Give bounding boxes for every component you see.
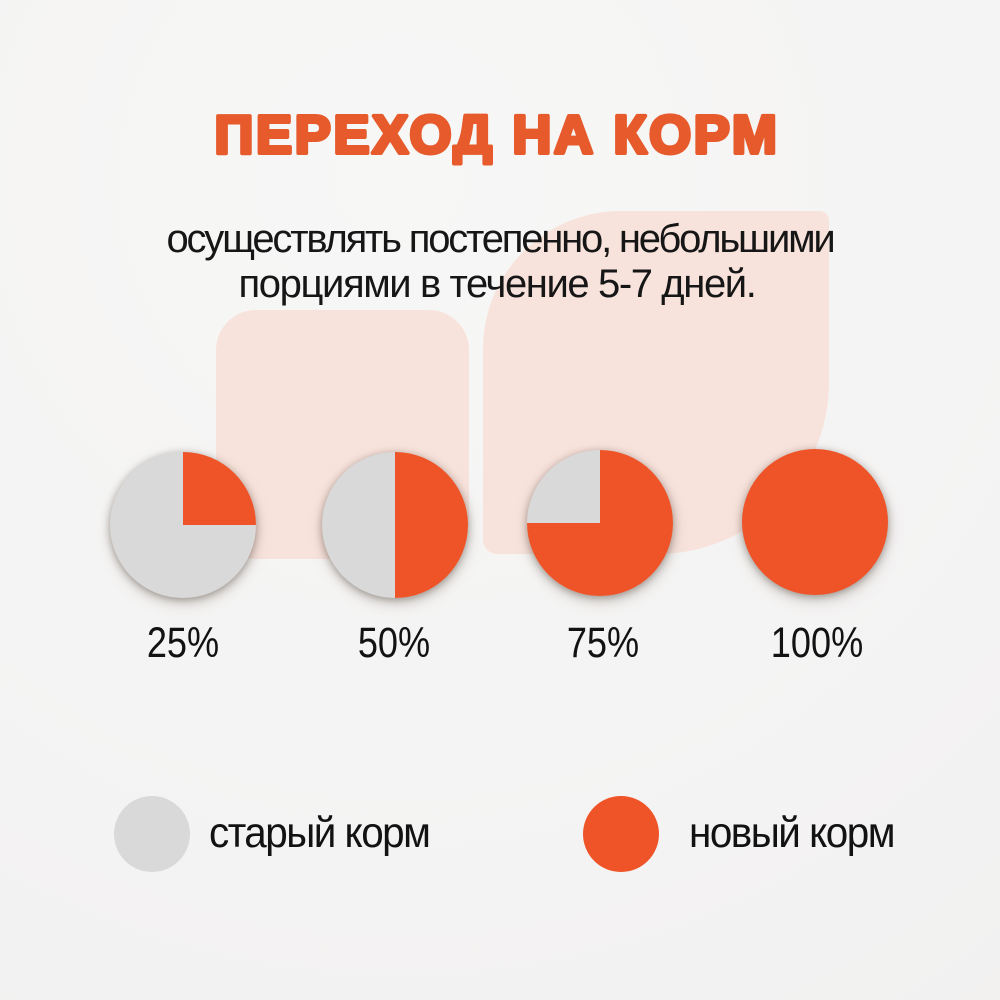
svg-text:ПЕРЕХОД НА КОРМ: ПЕРЕХОД НА КОРМ (215, 105, 780, 165)
